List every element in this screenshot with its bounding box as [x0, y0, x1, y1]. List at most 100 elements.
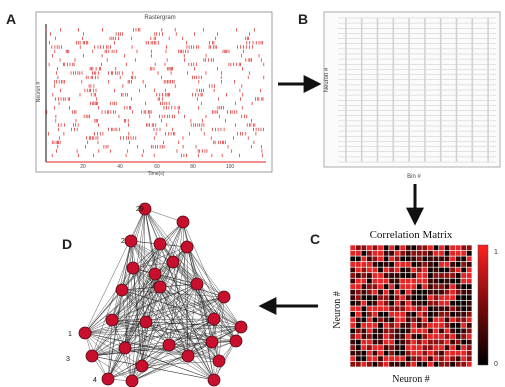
matrix-cell — [422, 245, 428, 251]
matrix-cell — [461, 300, 467, 306]
network-edge — [186, 246, 242, 328]
network-edge — [91, 318, 215, 357]
matrix-cell — [466, 300, 472, 306]
matrix-cell — [372, 311, 378, 317]
matrix-cell — [466, 361, 472, 367]
network-edge — [111, 273, 156, 321]
matrix-cell — [455, 361, 461, 367]
network-edge — [132, 267, 215, 381]
matrix-cell — [383, 261, 389, 267]
matrix-cell — [389, 250, 395, 256]
matrix-cell — [394, 339, 400, 345]
matrix-cell — [394, 306, 400, 312]
matrix-cell — [411, 273, 417, 278]
matrix-cell — [378, 361, 383, 367]
matrix-cell — [450, 328, 456, 334]
matrix-cell — [355, 356, 361, 362]
matrix-cell — [366, 289, 372, 295]
matrix-cell — [372, 284, 378, 290]
matrix-cell — [394, 356, 400, 362]
matrix-cell — [372, 334, 378, 339]
matrix-cell — [461, 306, 467, 312]
matrix-cell — [389, 295, 395, 301]
network-node — [229, 334, 243, 348]
matrix-cell — [411, 256, 417, 262]
matrix-cell — [422, 278, 428, 284]
matrix-cell — [372, 273, 378, 278]
matrix-cell — [378, 267, 383, 273]
matrix-cell — [355, 300, 361, 306]
network-node — [105, 313, 119, 327]
matrix-cell — [389, 261, 395, 267]
matrix-cell — [444, 267, 450, 273]
matrix-cell — [350, 267, 356, 273]
node-label: 29 — [136, 206, 144, 213]
matrix-cell — [383, 273, 389, 278]
network-edge — [154, 273, 237, 342]
matrix-cell — [361, 311, 367, 317]
matrix-cell — [355, 317, 361, 323]
matrix-cell — [444, 356, 450, 362]
network-node — [138, 202, 152, 216]
matrix-cell — [427, 256, 433, 262]
matrix-cell — [466, 261, 472, 267]
matrix-cell — [389, 339, 395, 345]
matrix-cell — [361, 306, 367, 312]
matrix-cell — [394, 267, 400, 273]
matrix-cell — [444, 289, 450, 295]
matrix-cell — [455, 261, 461, 267]
matrix-cell — [416, 250, 422, 256]
matrix-cell — [400, 356, 406, 362]
matrix-cell — [455, 328, 461, 334]
matrix-cell — [350, 317, 356, 323]
matrix-cell — [394, 345, 400, 351]
matrix-cell — [394, 311, 400, 317]
matrix-cell — [378, 261, 383, 267]
correlation-panel: Correlation Matrix Neuron # Neuron # 1 0 — [332, 229, 498, 385]
matrix-cell — [350, 300, 356, 306]
network-edge — [121, 289, 133, 382]
network-edge — [187, 340, 237, 357]
matrix-cell — [433, 334, 439, 339]
matrix-cell — [444, 295, 450, 301]
matrix-cell — [350, 322, 356, 328]
matrix-cell — [427, 295, 433, 301]
matrix-cell — [405, 350, 411, 356]
raster-tick-label: 80 — [190, 164, 196, 170]
bin-table-panel: Neuron # Bin # — [323, 11, 501, 180]
matrix-cell — [372, 250, 378, 256]
matrix-cell — [372, 295, 378, 301]
matrix-cell — [455, 245, 461, 251]
matrix-cell — [422, 256, 428, 262]
network-edge — [154, 273, 215, 381]
matrix-cell — [355, 250, 361, 256]
matrix-cell — [366, 306, 372, 312]
matrix-cell — [455, 306, 461, 312]
matrix-cell — [422, 284, 428, 290]
matrix-cell — [439, 261, 444, 267]
matrix-cell — [433, 311, 439, 317]
matrix-cell — [455, 300, 461, 306]
matrix-cell — [422, 361, 428, 367]
matrix-cell — [355, 361, 361, 367]
matrix-cell — [350, 245, 356, 251]
colorbar — [477, 244, 489, 366]
matrix-cell — [411, 250, 417, 256]
matrix-cell — [427, 334, 433, 339]
matrix-cell — [383, 289, 389, 295]
raster-ylabel: Neuron # — [36, 82, 42, 103]
matrix-cell — [416, 317, 422, 323]
node-label: 2 — [121, 238, 125, 245]
matrix-cell — [389, 345, 395, 351]
matrix-cell — [355, 278, 361, 284]
matrix-cell — [466, 322, 472, 328]
matrix-cell — [361, 345, 367, 351]
network-edge — [159, 286, 189, 357]
matrix-cell — [394, 289, 400, 295]
matrix-cell — [461, 261, 467, 267]
matrix-cell — [394, 300, 400, 306]
matrix-cell — [361, 250, 367, 256]
matrix-cell — [427, 289, 433, 295]
matrix-cell — [444, 361, 450, 367]
matrix-cell — [405, 334, 411, 339]
